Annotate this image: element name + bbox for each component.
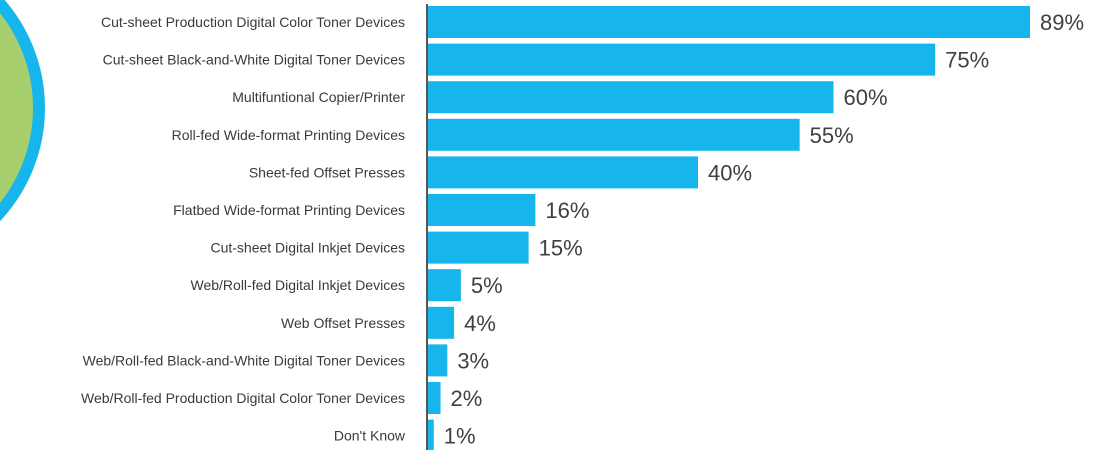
- bar-11: [427, 419, 434, 450]
- bar-10: [427, 382, 441, 414]
- value-label-7: 5%: [471, 273, 503, 298]
- category-label-8: Web Offset Presses: [281, 315, 405, 331]
- bars-group: [427, 6, 1030, 450]
- bar-8: [427, 306, 455, 339]
- value-labels: 89% 75% 60% 55% 40% 16% 15% 5% 4% 3% 2% 1%: [444, 10, 1084, 449]
- category-label-2: Multifuntional Copier/Printer: [232, 89, 405, 105]
- circle-inner-fill: [0, 13, 33, 203]
- value-label-0: 89%: [1040, 10, 1084, 35]
- bar-9: [427, 344, 448, 377]
- bar-7: [427, 269, 461, 302]
- bar-1: [427, 43, 936, 76]
- value-label-11: 1%: [444, 424, 476, 449]
- bar-3: [427, 118, 800, 151]
- category-label-5: Flatbed Wide-format Printing Devices: [173, 202, 405, 218]
- category-label-9: Web/Roll-fed Black-and-White Digital Ton…: [83, 352, 405, 368]
- bar-2: [427, 81, 834, 114]
- bar-6: [427, 231, 529, 264]
- value-label-3: 55%: [810, 123, 854, 148]
- category-label-10: Web/Roll-fed Production Digital Color To…: [81, 390, 405, 406]
- value-label-10: 2%: [451, 386, 483, 411]
- bar-4: [427, 156, 699, 189]
- category-label-1: Cut-sheet Black-and-White Digital Toner …: [103, 52, 405, 68]
- category-label-0: Cut-sheet Production Digital Color Toner…: [101, 14, 405, 30]
- value-label-8: 4%: [464, 311, 496, 336]
- bar-5: [427, 194, 536, 226]
- category-label-11: Don't Know: [334, 428, 406, 444]
- value-label-9: 3%: [457, 348, 489, 373]
- value-label-6: 15%: [539, 236, 583, 261]
- circle-decoration: [0, 0, 45, 222]
- category-label-3: Roll-fed Wide-format Printing Devices: [172, 127, 405, 143]
- category-label-7: Web/Roll-fed Digital Inkjet Devices: [191, 277, 406, 293]
- category-label-4: Sheet-fed Offset Presses: [249, 164, 405, 180]
- value-label-2: 60%: [844, 85, 888, 110]
- value-label-1: 75%: [945, 48, 989, 73]
- category-label-6: Cut-sheet Digital Inkjet Devices: [210, 240, 405, 256]
- value-label-4: 40%: [708, 160, 752, 185]
- value-label-5: 16%: [545, 198, 589, 223]
- category-labels: Cut-sheet Production Digital Color Toner…: [81, 14, 406, 444]
- bar-0: [427, 6, 1030, 38]
